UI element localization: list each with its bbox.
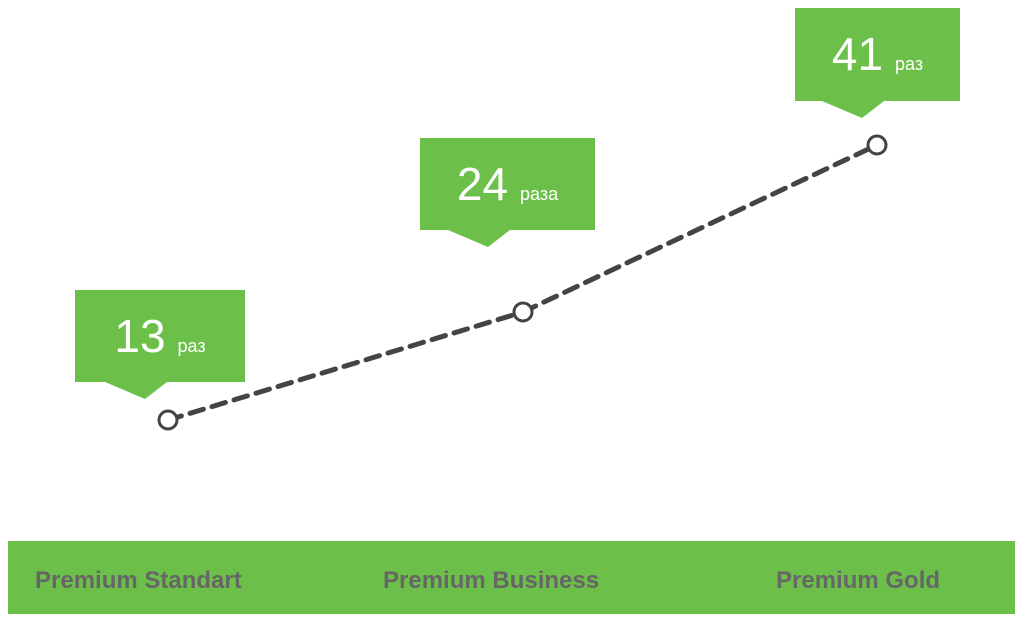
- data-label-value: 13: [114, 310, 165, 362]
- data-label-premium-standart: 13 раз: [75, 290, 245, 399]
- category-label-premium-gold: Premium Gold: [776, 567, 941, 594]
- data-label-unit: раз: [895, 54, 923, 74]
- data-point-premium-standart: [157, 409, 179, 431]
- category-label-premium-business: Premium Business: [383, 567, 600, 594]
- data-label-unit: раз: [178, 336, 206, 356]
- data-label-layer: 13 раз 24 раза 41 раз: [75, 8, 960, 399]
- data-label-text: 41 раз: [832, 28, 923, 80]
- series-line-segment-1: [165, 309, 526, 423]
- series-line-segment-2: [520, 142, 880, 315]
- callout-bubble: [420, 138, 595, 247]
- callout-bubble: [795, 8, 960, 118]
- callout-bubble: [75, 290, 245, 399]
- data-label-premium-gold: 41 раз: [795, 8, 960, 118]
- data-label-text: 24 раза: [457, 158, 559, 210]
- data-label-value: 24: [457, 158, 508, 210]
- category-axis-bar: Premium Standart Premium Business Premiu…: [8, 541, 1015, 614]
- data-label-text: 13 раз: [114, 310, 205, 362]
- data-point-premium-business: [512, 301, 534, 323]
- data-label-value: 41: [832, 28, 883, 80]
- data-label-unit: раза: [520, 184, 559, 204]
- point-marker-layer: [157, 134, 888, 431]
- data-label-premium-business: 24 раза: [420, 138, 595, 247]
- series-line-layer: [165, 142, 880, 423]
- category-label-premium-standart: Premium Standart: [35, 567, 242, 594]
- data-point-premium-gold: [866, 134, 888, 156]
